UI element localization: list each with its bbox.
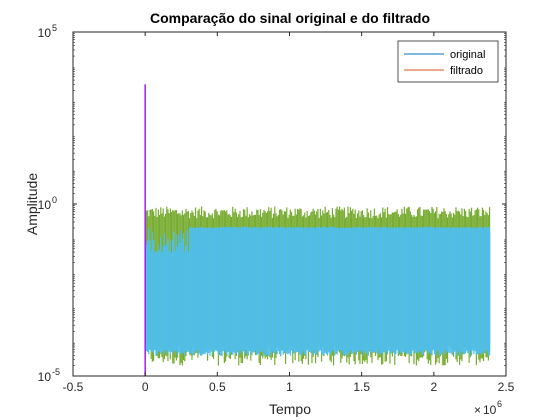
- x-tick-label: -0.5: [63, 380, 84, 394]
- legend-box: [397, 40, 499, 83]
- x-tick-label: 0: [142, 380, 149, 394]
- x-tick-label: 1.5: [353, 380, 370, 394]
- y-tick-exponent: 0: [52, 195, 57, 205]
- y-tick-label: 10 5: [38, 23, 57, 40]
- x-tick-label: 2: [430, 380, 437, 394]
- x-multiplier-times: ×: [474, 403, 481, 417]
- y-tick-label: 10 0: [38, 195, 57, 212]
- x-axis-multiplier: × 10 6: [474, 399, 502, 417]
- x-tick-label: 2.5: [498, 380, 515, 394]
- y-tick-base: 10: [38, 370, 52, 384]
- x-multiplier-exponent: 6: [497, 399, 502, 409]
- y-tick-base: 10: [38, 198, 52, 212]
- x-tick-label: 0.5: [209, 380, 226, 394]
- y-tick-base: 10: [38, 26, 52, 40]
- y-tick-label: 10 -5: [38, 367, 60, 384]
- legend-label-original: original: [450, 49, 485, 61]
- x-multiplier-base: 10: [483, 403, 497, 417]
- legend-label-filtrado: filtrado: [450, 65, 483, 77]
- x-axis-label: Tempo: [269, 401, 311, 417]
- plot-area: [72, 31, 507, 377]
- chart-title: Comparação do sinal original e do filtra…: [150, 10, 430, 26]
- y-axis-label: Amplitude: [24, 173, 40, 235]
- series-original: [144, 226, 491, 356]
- y-tick-exponent: -5: [52, 367, 60, 377]
- data-layer: [144, 84, 491, 376]
- y-tick-exponent: 5: [52, 23, 57, 33]
- legend: original filtrado: [397, 40, 499, 83]
- x-tick-label: 1: [286, 380, 293, 394]
- x-axis-ticks: -0.5 0 0.5 1 1.5 2 2.5: [63, 32, 515, 394]
